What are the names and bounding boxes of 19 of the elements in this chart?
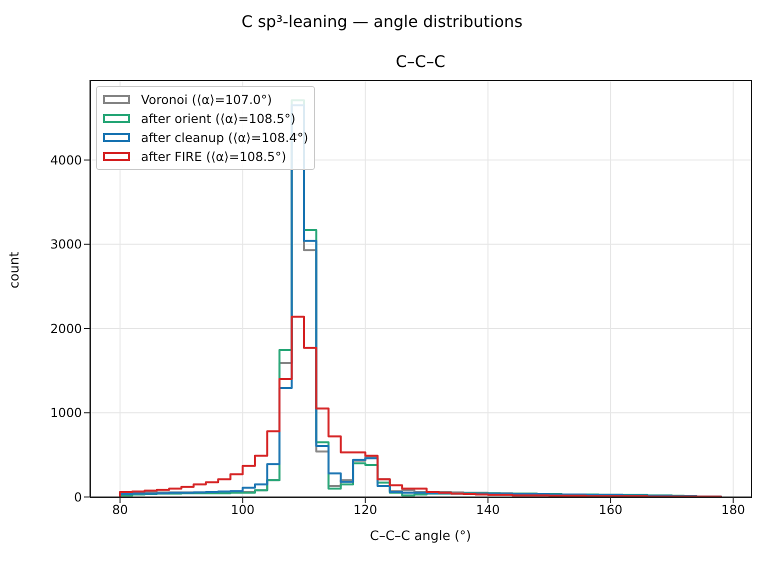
x-axis-title: C–C–C angle (°) [370,529,472,544]
y-tick-label: 4000 [50,152,82,168]
y-tick-label: 3000 [50,236,82,252]
x-tick-label: 80 [112,502,128,517]
x-tick-label: 180 [721,502,746,517]
chart-title: C sp³-leaning — angle distributions [240,12,524,31]
y-tick-label: 1000 [50,405,82,420]
y-tick-label: 2000 [50,320,82,336]
y-axis-title: count [8,252,23,288]
legend-label: after FIRE (⟨α⟩=108.5°) [141,149,286,164]
chart-subtitle: C–C–C [394,52,446,71]
legend-label: after orient (⟨α⟩=108.5°) [141,111,296,126]
legend-label: after cleanup (⟨α⟩=108.4°) [141,130,308,145]
legend-label: Voronoi (⟨α⟩=107.0°) [141,92,272,107]
x-tick-label: 160 [598,502,623,517]
y-tick-label: 0 [74,489,82,504]
x-tick-label: 120 [353,502,378,517]
x-tick-label: 100 [230,502,255,517]
x-tick-label: 140 [476,502,500,517]
